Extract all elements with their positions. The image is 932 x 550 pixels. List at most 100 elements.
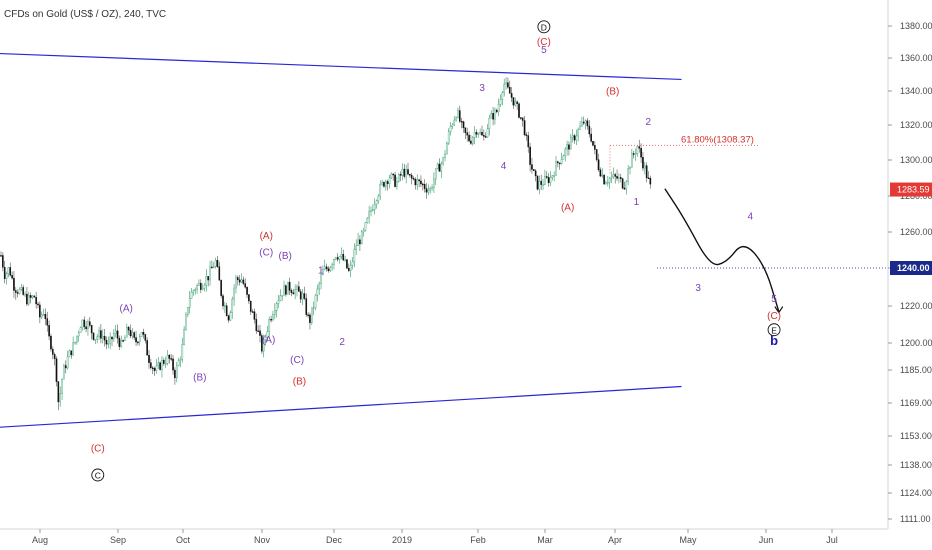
candle-up: [120, 335, 123, 348]
candle-body: [560, 159, 563, 165]
candle-up: [566, 140, 568, 156]
candle-down: [348, 263, 350, 273]
candle-up: [494, 107, 496, 125]
candle-body: [26, 293, 28, 305]
candle-up: [190, 288, 193, 299]
last-price-badge: [890, 182, 932, 197]
candle-body: [98, 330, 100, 338]
candle-body: [455, 117, 457, 121]
candle-down: [253, 308, 256, 324]
candle-down: [649, 175, 652, 189]
y-tick-label: 1300.00: [900, 155, 932, 165]
candle-body: [627, 168, 629, 182]
candle-down: [116, 324, 119, 344]
candle-body: [610, 176, 613, 179]
candle-body: [327, 268, 330, 272]
candle-body: [344, 259, 346, 261]
wave-label: 2: [339, 337, 345, 348]
wave-label: 3: [695, 283, 701, 294]
candle-down: [383, 181, 385, 188]
candle-up: [366, 217, 369, 224]
candle-up: [353, 243, 356, 268]
candle-body: [483, 134, 485, 137]
candle-down: [558, 162, 561, 170]
candle-body: [418, 179, 420, 182]
candle-down: [227, 314, 230, 323]
candle-body: [640, 148, 642, 158]
candle-up: [18, 287, 21, 295]
candle-down: [309, 312, 311, 330]
candle-up: [401, 163, 404, 181]
candle-down: [523, 115, 526, 137]
candle-up: [429, 186, 432, 194]
candle-body: [385, 181, 387, 187]
candle-down: [303, 286, 306, 301]
candle-down: [37, 301, 39, 309]
candle-body: [595, 149, 598, 160]
candle-body: [320, 274, 322, 285]
candle-body: [0, 255, 2, 257]
candle-down: [85, 321, 87, 333]
candle-body: [473, 132, 476, 138]
candle-body: [475, 132, 478, 135]
candle-up: [181, 337, 184, 363]
candle-up: [194, 287, 197, 295]
candle-up: [155, 359, 158, 374]
candle-body: [368, 211, 370, 219]
candle-up: [175, 361, 178, 383]
candle-body: [581, 121, 583, 127]
candle-up: [335, 256, 337, 261]
candle-body: [531, 164, 533, 170]
candle-up: [240, 273, 243, 284]
candle-up: [644, 161, 646, 175]
candle-body: [503, 83, 506, 93]
candle-up: [98, 326, 100, 340]
candle-up: [473, 125, 476, 145]
circle-wave-ring: [537, 20, 551, 34]
candle-body: [346, 259, 348, 269]
candle-body: [577, 129, 579, 137]
projection-arrowhead: [774, 306, 784, 314]
candle-body: [316, 288, 319, 296]
y-tick-label: 1169.00: [900, 398, 932, 408]
candle-body: [242, 279, 245, 284]
candle-up: [157, 357, 160, 369]
candle-down: [403, 163, 406, 179]
candle-body: [444, 153, 446, 158]
candle-body: [434, 168, 437, 180]
candle-down: [159, 361, 161, 371]
candle-down: [0, 251, 2, 257]
candle-body: [508, 86, 511, 94]
candle-up: [564, 147, 567, 162]
candle-body: [562, 155, 565, 160]
candle-body: [253, 311, 256, 320]
candle-down: [336, 253, 339, 262]
candle-body: [79, 327, 82, 333]
candle-body: [494, 109, 496, 120]
candle-body: [564, 148, 567, 157]
candle-up: [344, 255, 346, 262]
candle-down: [507, 77, 509, 89]
candle-up: [59, 386, 61, 407]
lower-trendline: [0, 385, 682, 428]
candle-body: [586, 120, 589, 127]
candle-body: [470, 140, 472, 144]
candle-body: [386, 181, 389, 184]
candle-body: [457, 110, 459, 118]
candle-up: [634, 148, 637, 161]
candle-body: [125, 327, 128, 338]
candle-body: [603, 174, 605, 185]
candle-body: [588, 125, 591, 135]
candle-body: [618, 177, 620, 179]
candle-body: [383, 181, 385, 187]
target-price-badge: [890, 261, 932, 275]
candle-down: [464, 127, 467, 139]
candle-body: [518, 103, 520, 118]
candle-up: [601, 168, 604, 179]
candle-down: [586, 117, 589, 130]
candle-body: [379, 183, 382, 197]
candle-up: [381, 179, 383, 187]
candle-down: [242, 276, 245, 286]
candle-body: [231, 298, 234, 313]
candle-body: [57, 381, 60, 403]
